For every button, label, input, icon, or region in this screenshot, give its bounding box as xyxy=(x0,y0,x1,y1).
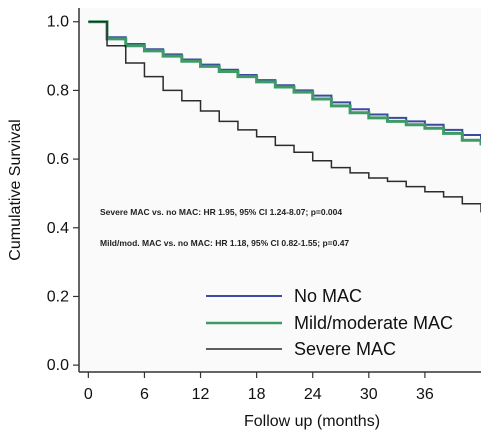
x-axis-title: Follow up (months) xyxy=(244,413,380,430)
y-tick-label: 0.2 xyxy=(47,288,69,305)
y-axis-title: Cumulative Survival xyxy=(7,119,24,260)
x-tick-label: 0 xyxy=(84,386,93,403)
legend-label-mild: Mild/moderate MAC xyxy=(294,313,453,333)
x-tick-label: 30 xyxy=(360,386,378,403)
y-tick-label: 0.0 xyxy=(47,357,69,374)
y-tick-label: 0.4 xyxy=(47,220,69,237)
legend-label-severe: Severe MAC xyxy=(294,339,396,359)
y-tick-label: 1.0 xyxy=(47,14,69,31)
legend: No MAC Mild/moderate MAC Severe MAC xyxy=(206,286,453,359)
x-tick-label: 6 xyxy=(140,386,149,403)
x-tick-label: 12 xyxy=(192,386,210,403)
series-line-no-mac xyxy=(88,20,481,141)
axes: 0.0 0.2 0.4 0.6 0.8 1.0 0 6 12 18 24 30 36 xyxy=(47,8,481,403)
x-tick-label: 24 xyxy=(304,386,322,403)
x-tick-label: 18 xyxy=(248,386,266,403)
y-tick-label: 0.6 xyxy=(47,151,69,168)
series-line-severe-mac xyxy=(88,20,481,213)
annotation-mild: Mild/mod. MAC vs. no MAC: HR 1.18, 95% C… xyxy=(100,238,349,248)
y-tick-label: 0.8 xyxy=(47,82,69,99)
annotation-severe: Severe MAC vs. no MAC: HR 1.95, 95% CI 1… xyxy=(100,207,342,217)
series-layer xyxy=(88,20,481,213)
legend-label-no-mac: No MAC xyxy=(294,286,362,306)
x-tick-label: 36 xyxy=(416,386,434,403)
series-line-mild-moderate-mac xyxy=(88,20,481,146)
